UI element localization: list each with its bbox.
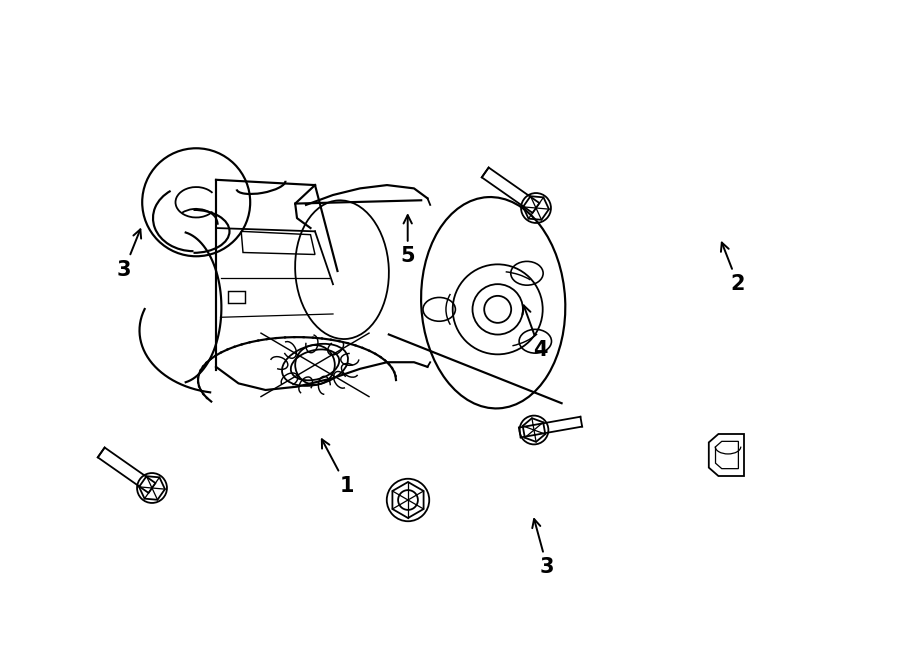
Text: 2: 2 bbox=[721, 243, 745, 294]
Text: 5: 5 bbox=[400, 215, 415, 266]
Text: 4: 4 bbox=[523, 305, 547, 360]
Text: 3: 3 bbox=[532, 519, 554, 577]
Text: 3: 3 bbox=[117, 229, 141, 280]
Text: 1: 1 bbox=[322, 440, 354, 496]
